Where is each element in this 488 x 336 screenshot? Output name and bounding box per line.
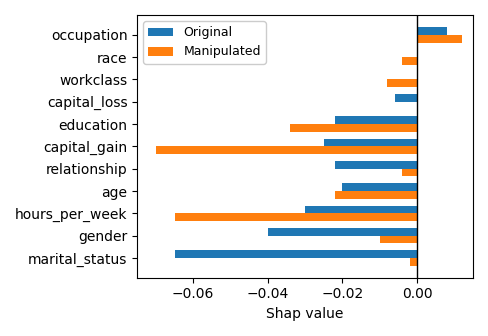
Bar [387, 79, 417, 87]
Bar [335, 191, 417, 199]
Bar [335, 116, 417, 124]
Bar [409, 258, 417, 266]
Bar [156, 146, 417, 154]
Bar [417, 27, 447, 35]
Bar [175, 250, 417, 258]
Bar [343, 183, 417, 191]
Bar [175, 213, 417, 221]
X-axis label: Shap value: Shap value [266, 307, 344, 321]
Legend: Original, Manipulated: Original, Manipulated [143, 21, 266, 64]
Bar [395, 94, 417, 102]
Bar [402, 57, 417, 65]
Bar [324, 138, 417, 146]
Bar [402, 169, 417, 176]
Bar [335, 161, 417, 169]
Bar [305, 206, 417, 213]
Bar [380, 236, 417, 244]
Bar [290, 124, 417, 132]
Bar [268, 228, 417, 236]
Bar [417, 35, 462, 43]
